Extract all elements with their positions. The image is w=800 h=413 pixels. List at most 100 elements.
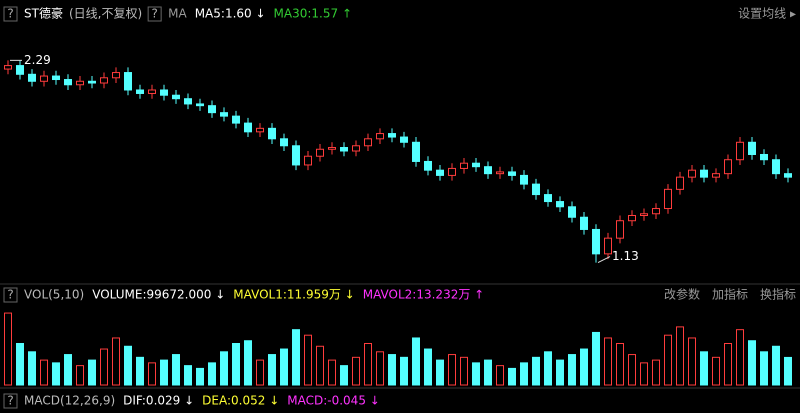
volume-bar — [364, 343, 372, 386]
volume-bar — [532, 356, 540, 386]
volume-bar — [4, 312, 12, 386]
candle-body — [364, 138, 372, 147]
candle-body — [4, 65, 12, 70]
volume-bar — [280, 348, 288, 386]
candle-body — [256, 127, 264, 133]
candle-body — [640, 213, 648, 217]
candle-body — [172, 94, 180, 100]
candle-body — [304, 155, 312, 166]
indicator: MA5:1.60 ↓ — [195, 7, 266, 21]
volume-bar — [16, 343, 24, 386]
volume-bar — [244, 340, 252, 386]
volume-bar — [748, 340, 756, 386]
candle-body — [424, 160, 432, 171]
candle-body — [400, 136, 408, 143]
candle-body — [376, 133, 384, 140]
candle-body — [568, 206, 576, 218]
volume-bar — [412, 337, 420, 386]
volume-bar — [520, 362, 528, 386]
indicator: DEA:0.052 ↓ — [202, 394, 279, 408]
volume-bar — [292, 329, 300, 386]
candle-body — [592, 228, 600, 255]
candle-body — [208, 105, 216, 114]
help-text[interactable]: ? — [7, 288, 13, 302]
volume-bar — [712, 356, 720, 386]
candle-body — [28, 73, 36, 82]
help-button[interactable] — [3, 6, 18, 22]
candle-body — [652, 208, 660, 215]
help-text[interactable]: ? — [7, 7, 13, 21]
volume-bar — [760, 351, 768, 386]
candle-body — [76, 80, 84, 86]
volume-bar — [436, 359, 444, 386]
help-button[interactable] — [3, 287, 18, 303]
volume-bar — [640, 362, 648, 386]
candle-body — [472, 162, 480, 168]
low-pointer — [597, 256, 611, 264]
volume-bar — [580, 348, 588, 386]
candle-body — [724, 159, 732, 175]
volume-bar — [316, 345, 324, 386]
volume-bar — [508, 367, 516, 386]
volume-bar — [136, 356, 144, 386]
volume-bar — [376, 351, 384, 386]
volume-bar — [400, 356, 408, 386]
candle-body — [460, 162, 468, 169]
candle-body — [712, 173, 720, 178]
candle-body — [328, 147, 336, 150]
candle-body — [520, 174, 528, 185]
low-label: 1.13 — [612, 249, 639, 263]
indicator: MACD(12,26,9) — [24, 394, 115, 408]
candle-body — [484, 166, 492, 175]
volume-bar — [556, 359, 564, 386]
help-text[interactable]: ? — [7, 394, 13, 408]
indicator: DIF:0.029 ↓ — [123, 394, 194, 408]
volume-bar — [220, 351, 228, 386]
toolbar-button[interactable]: 设置均线 ▸ — [738, 7, 796, 21]
volume-bar — [352, 356, 360, 386]
volume-bar — [652, 359, 660, 386]
volume-bar — [568, 354, 576, 386]
volume-bar — [88, 359, 96, 386]
candle-body — [556, 201, 564, 208]
toolbar-button[interactable]: 改参数 — [664, 287, 700, 302]
indicator: MAVOL1:11.959万 ↓ — [233, 288, 354, 302]
toolbar-button[interactable]: 换指标 — [760, 287, 796, 302]
candle-body — [124, 72, 132, 91]
candle-body — [448, 167, 456, 176]
volume-bar — [208, 362, 216, 386]
volume-bar — [484, 359, 492, 386]
volume-bar — [28, 351, 36, 386]
volume-bar — [304, 334, 312, 386]
candle-body — [688, 169, 696, 178]
candle-body — [184, 98, 192, 105]
volume-bar — [328, 359, 336, 386]
candle-body — [580, 216, 588, 230]
candle-body — [772, 159, 780, 175]
volume-bar — [784, 356, 792, 386]
candle-body — [88, 80, 96, 84]
help-text[interactable]: ? — [151, 7, 157, 21]
indicator: MACD:-0.045 ↓ — [287, 394, 380, 408]
candle-body — [160, 89, 168, 96]
help-button[interactable] — [147, 6, 162, 22]
volume-bar — [40, 359, 48, 386]
volume-bar — [604, 337, 612, 386]
candle-body — [616, 220, 624, 239]
volume-bar — [52, 362, 60, 386]
indicator: MA30:1.57 ↑ — [274, 7, 352, 21]
volume-bar — [340, 365, 348, 386]
candle-body — [148, 89, 156, 94]
candle-body — [340, 147, 348, 152]
volume-bar — [124, 345, 132, 386]
help-button[interactable] — [3, 393, 18, 409]
volume-bar — [688, 337, 696, 386]
volume-bar — [232, 343, 240, 386]
volume-bar — [172, 354, 180, 386]
candle-body — [496, 171, 504, 175]
volume-bar — [268, 354, 276, 386]
toolbar-button[interactable]: 加指标 — [712, 287, 748, 302]
volume-bar — [616, 343, 624, 386]
candle-body — [412, 141, 420, 162]
volume-bar — [724, 343, 732, 386]
